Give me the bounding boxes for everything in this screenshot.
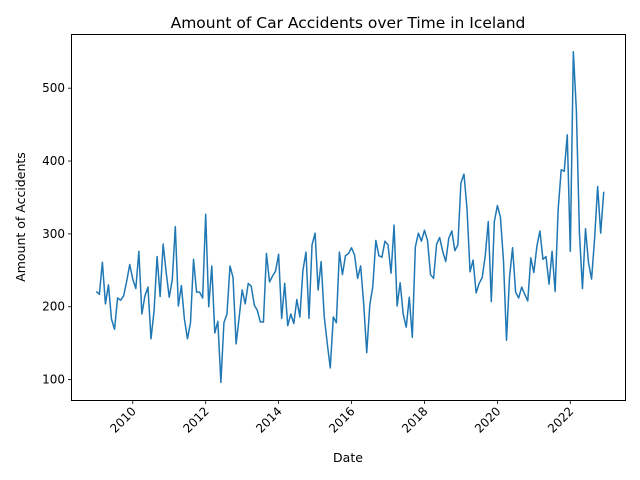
y-tick-label: 100 bbox=[42, 373, 65, 387]
x-tick-label: 2012 bbox=[180, 404, 211, 435]
plot-area bbox=[95, 51, 605, 384]
x-tick-label: 2018 bbox=[399, 404, 430, 435]
y-tick-label: 200 bbox=[42, 300, 65, 314]
series-line bbox=[95, 51, 605, 384]
plot-frame bbox=[71, 34, 626, 401]
x-tick-label: 2020 bbox=[472, 404, 503, 435]
y-axis: 100 200 300 400 500 bbox=[42, 81, 72, 387]
x-tick-label: 2022 bbox=[545, 404, 576, 435]
x-axis: 2010 2012 2014 2016 2018 2020 2022 bbox=[107, 400, 576, 436]
y-tick-label: 500 bbox=[42, 81, 65, 95]
y-axis-label: Amount of Accidents bbox=[13, 152, 28, 282]
y-tick-label: 400 bbox=[42, 154, 65, 168]
x-tick-label: 2010 bbox=[107, 404, 138, 435]
chart-title: Amount of Car Accidents over Time in Ice… bbox=[171, 14, 526, 32]
y-tick-label: 300 bbox=[42, 227, 65, 241]
x-tick-label: 2016 bbox=[326, 404, 357, 435]
x-axis-label: Date bbox=[333, 450, 363, 465]
x-tick-label: 2014 bbox=[253, 404, 284, 435]
